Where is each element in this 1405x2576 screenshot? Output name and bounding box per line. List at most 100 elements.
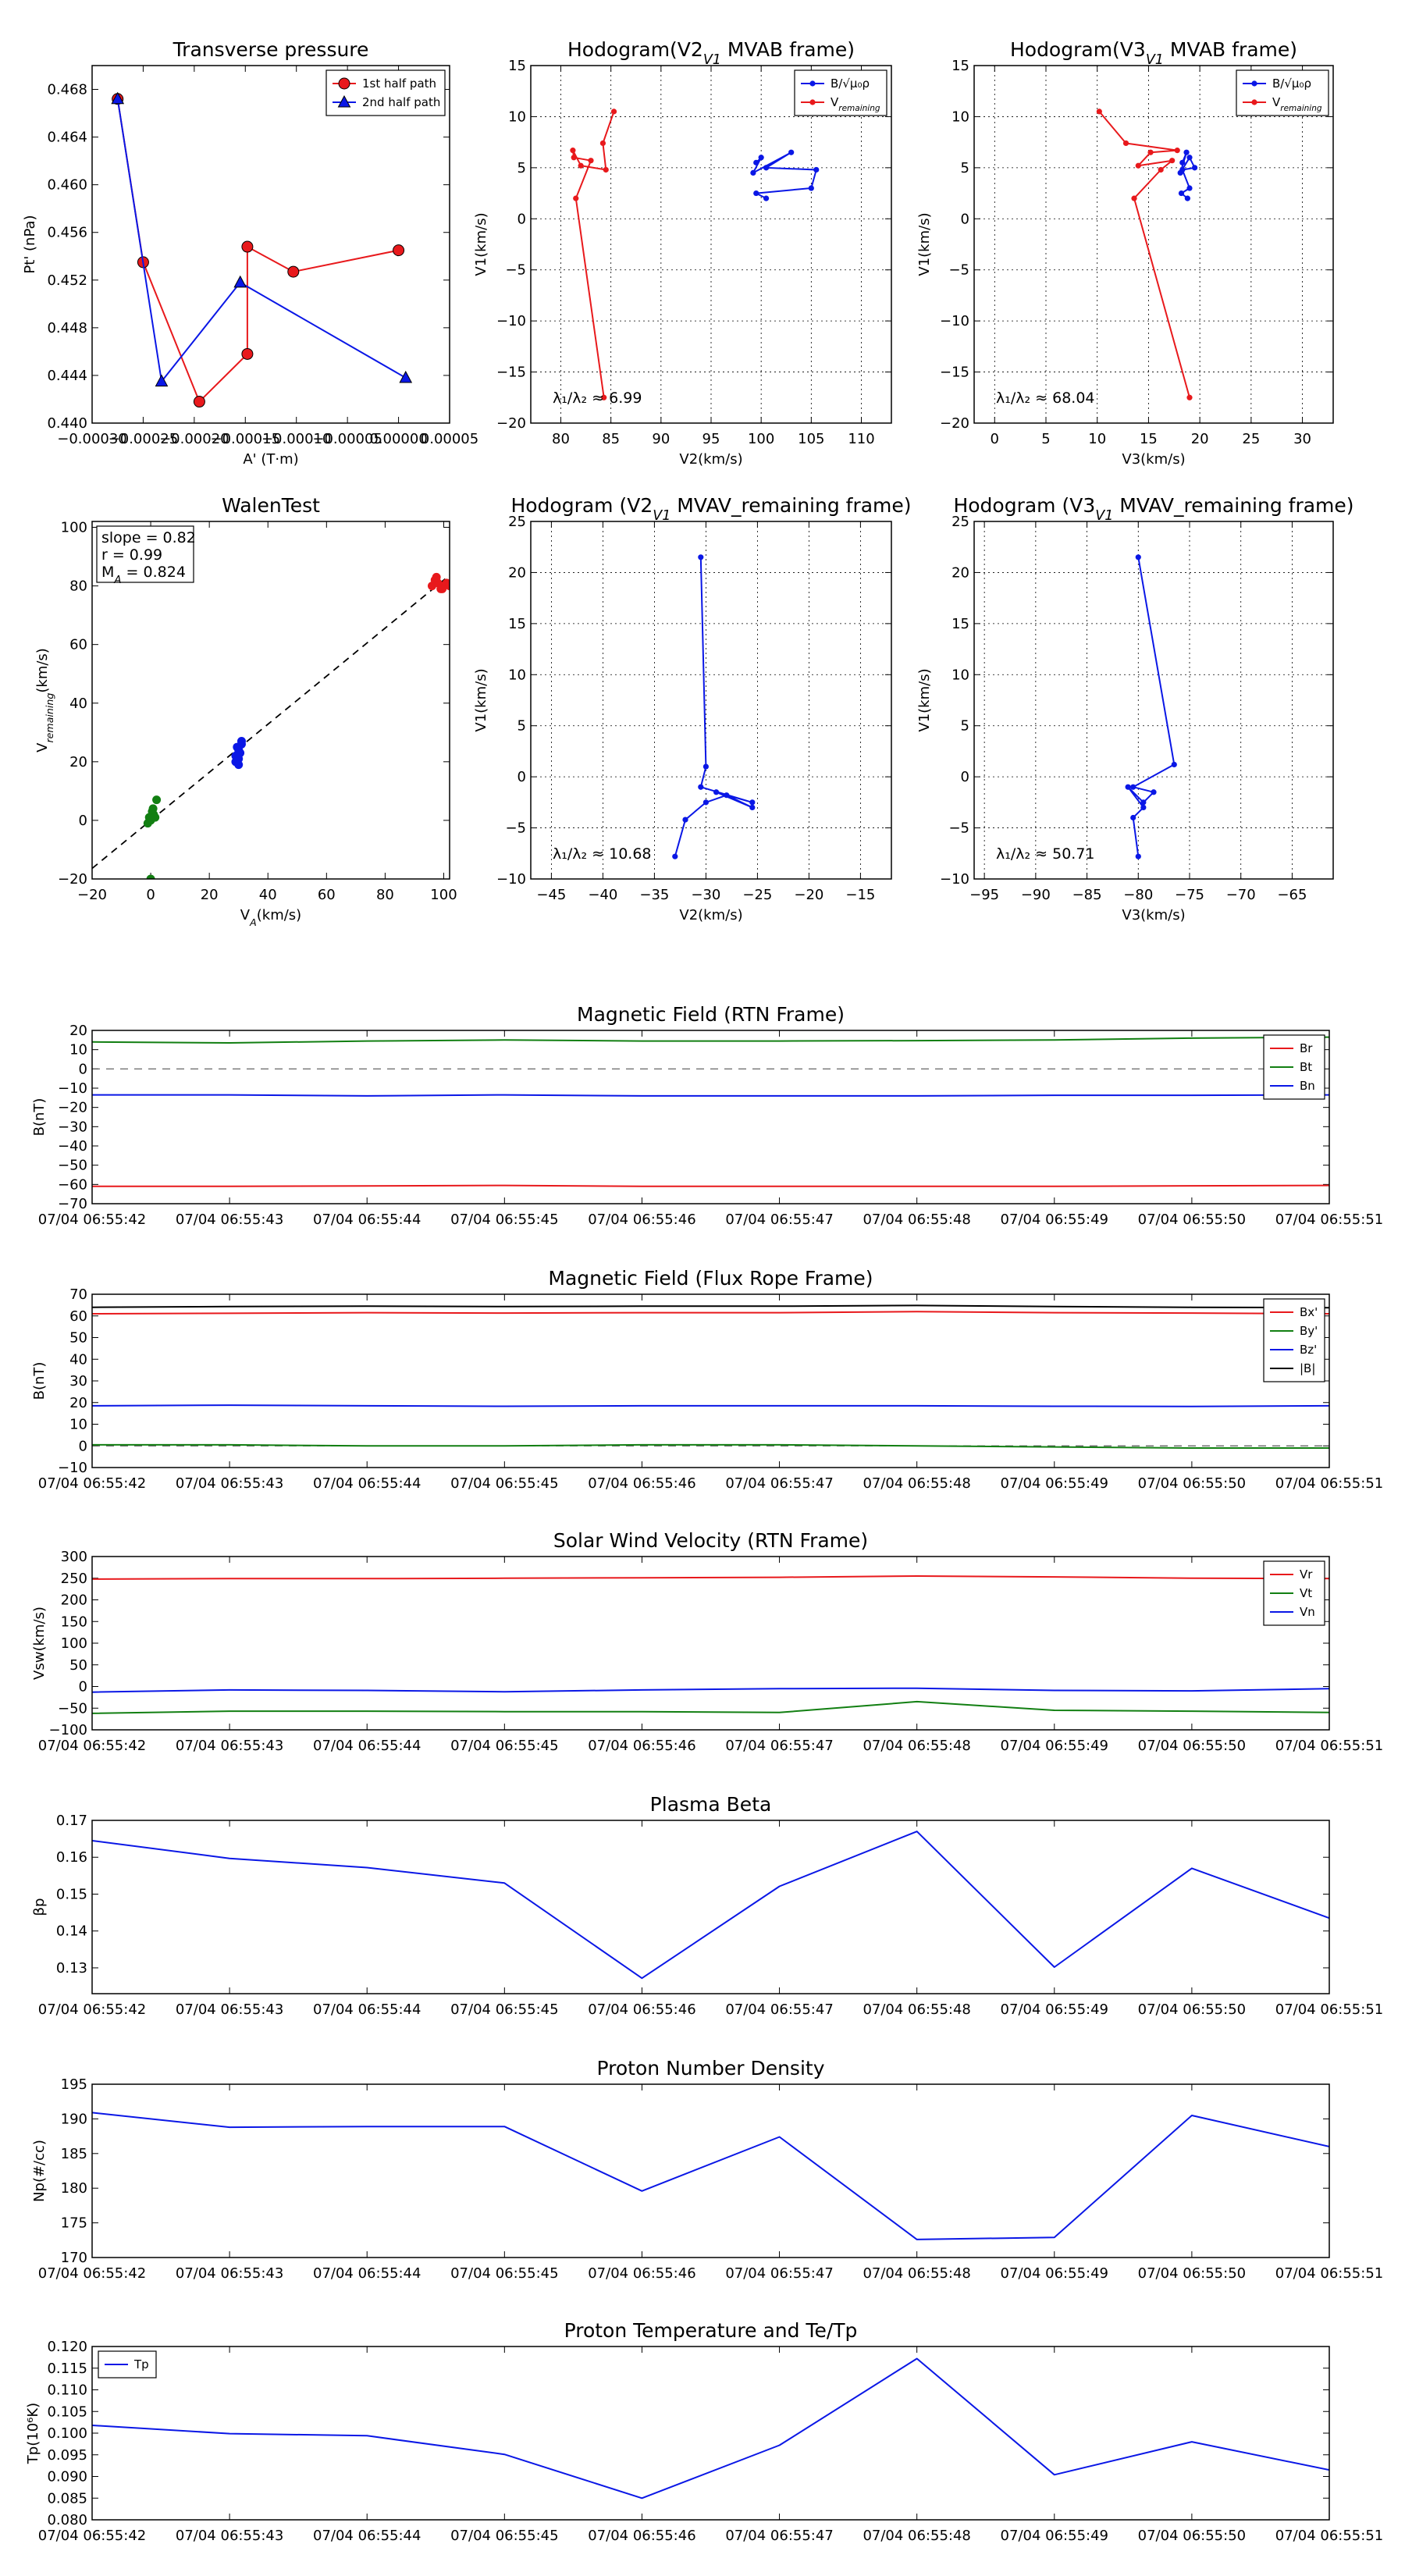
- x-tick-label: 07/04 06:55:51: [1275, 2001, 1383, 2018]
- x-tick-label: 10: [1088, 431, 1106, 447]
- x-tick-label: 30: [1293, 431, 1311, 447]
- series-line: [92, 1687, 1329, 1693]
- x-tick-label: −0.00010: [261, 431, 332, 447]
- data-point: [571, 155, 577, 161]
- data-point: [1186, 155, 1193, 161]
- y-axis-label: Tp(10⁶K): [25, 2403, 41, 2464]
- x-tick-label: 07/04 06:55:44: [313, 1738, 421, 1754]
- data-point: [237, 737, 246, 746]
- series-line: [92, 1304, 1329, 1309]
- data-point: [1184, 195, 1190, 201]
- data-point: [570, 148, 576, 154]
- chart-h2: Hodogram(V3V1 MVAB frame) −20 −15 −10 −5 0 5 10…: [916, 38, 1334, 468]
- x-tick-label: 100: [748, 431, 774, 447]
- y-tick-label: 0.085: [47, 2490, 87, 2507]
- series-line: [116, 98, 399, 403]
- chart-title: Plasma Beta: [650, 1793, 772, 1816]
- x-tick-label: 07/04 06:55:43: [176, 2265, 283, 2282]
- x-tick-label: −0.00020: [159, 431, 229, 447]
- y-tick-label: −40: [58, 1138, 87, 1155]
- plot-area: [92, 2357, 1329, 2500]
- data-point: [1135, 853, 1141, 859]
- axes-frame: [91, 521, 450, 880]
- y-tick-label: −30: [58, 1119, 87, 1135]
- data-point: [1174, 148, 1180, 154]
- legend-label: Vr: [1300, 1567, 1313, 1582]
- x-tick-label: 07/04 06:55:43: [176, 1738, 283, 1754]
- legend-box: [1236, 69, 1329, 116]
- annotation: λ₁/λ₂ ≈ 10.68: [553, 845, 652, 863]
- legend-label: Vn: [1300, 1605, 1315, 1619]
- data-point: [599, 140, 606, 147]
- data-point: [241, 347, 254, 360]
- data-point: [682, 817, 688, 823]
- x-tick-label: −40: [588, 887, 617, 903]
- series-group-1: [143, 795, 162, 879]
- series-Bn: [92, 1094, 1329, 1097]
- data-point: [698, 554, 704, 560]
- x-tick-label: 07/04 06:55:42: [38, 1738, 146, 1754]
- axes-frame: [91, 2346, 1330, 2521]
- x-tick-label: 07/04 06:55:45: [450, 1212, 558, 1228]
- data-point: [1096, 109, 1102, 115]
- y-tick-label: −15: [496, 365, 526, 381]
- y-axis-label: B(nT): [31, 1098, 48, 1137]
- y-tick-label: 15: [951, 616, 969, 632]
- series-|B|: [92, 1304, 1329, 1309]
- series-line: [92, 1831, 1329, 1980]
- y-axis-label: Pt' (nPa): [22, 215, 38, 273]
- data-point: [573, 195, 579, 201]
- y-tick-label: 0.16: [56, 1849, 87, 1866]
- annotation-line: slope = 0.82: [101, 529, 196, 546]
- legend-box: [325, 69, 446, 116]
- data-point: [1135, 554, 1141, 560]
- chart-h4: Hodogram (V3V1 MVAV_remaining frame)−10−…: [916, 494, 1354, 923]
- y-tick-label: 15: [508, 58, 526, 74]
- series-group-2: [231, 737, 246, 770]
- axes-frame: [91, 1293, 1330, 1468]
- y-tick-label: 30: [69, 1373, 87, 1389]
- legend-label: B/√μ₀ρ: [831, 76, 870, 91]
- data-point: [750, 169, 756, 176]
- data-point: [393, 244, 405, 257]
- x-tick-label: 07/04 06:55:46: [588, 1475, 695, 1492]
- data-point: [758, 155, 764, 161]
- y-tick-label: 5: [518, 160, 526, 176]
- data-point: [337, 94, 351, 108]
- x-tick-label: 07/04 06:55:46: [588, 1738, 695, 1754]
- x-tick-label: 07/04 06:55:48: [863, 1212, 970, 1228]
- annotation-line: MA = 0.824: [101, 564, 186, 586]
- data-point: [1140, 799, 1147, 806]
- x-tick-label: 07/04 06:55:44: [313, 1212, 421, 1228]
- x-axis-label: V2(km/s): [679, 451, 742, 468]
- data-point: [749, 804, 756, 810]
- x-tick-label: 07/04 06:55:49: [1001, 2001, 1108, 2018]
- data-point: [808, 185, 814, 191]
- x-tick-label: 07/04 06:55:45: [450, 2528, 558, 2544]
- data-point: [234, 760, 244, 770]
- plot-area: [92, 1831, 1329, 1980]
- plot-area: [1125, 554, 1177, 859]
- data-point: [148, 804, 158, 813]
- x-tick-label: 0.00005: [421, 431, 478, 447]
- data-point: [1171, 761, 1177, 768]
- series-Vr: [92, 1575, 1329, 1580]
- y-tick-label: 20: [69, 1023, 87, 1039]
- x-tick-label: −20: [77, 887, 107, 903]
- y-tick-label: 185: [61, 2146, 87, 2162]
- chart-title: Hodogram(V2V1 MVAB frame): [567, 38, 855, 68]
- legend-label: Vt: [1300, 1586, 1312, 1600]
- series-beta: [92, 1831, 1329, 1980]
- y-tick-label: 170: [61, 2250, 87, 2266]
- y-tick-label: −10: [58, 1460, 87, 1476]
- y-axis-label: V1(km/s): [473, 668, 489, 731]
- x-tick-label: 0: [146, 887, 155, 903]
- x-tick-label: 15: [1140, 431, 1158, 447]
- x-tick-label: 07/04 06:55:47: [725, 1475, 833, 1492]
- data-point: [1186, 394, 1193, 400]
- x-tick-label: −70: [1226, 887, 1256, 903]
- series-Vn: [92, 1687, 1329, 1693]
- data-point: [702, 799, 710, 806]
- y-tick-label: −20: [940, 415, 969, 432]
- x-axis-label: V2(km/s): [679, 907, 742, 923]
